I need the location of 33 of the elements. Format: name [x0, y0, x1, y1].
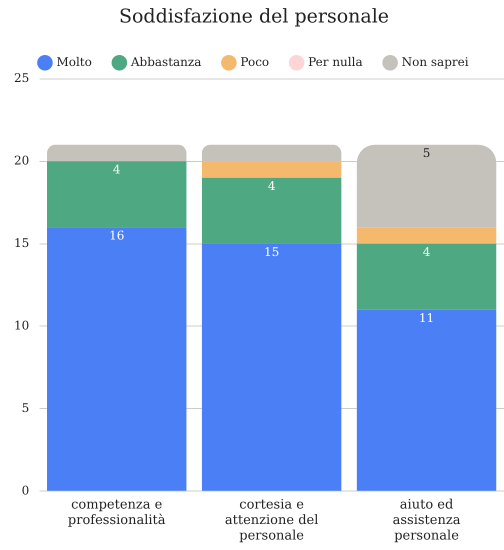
bar — [47, 144, 186, 162]
bar — [356, 244, 496, 310]
y-tick-label: 10 — [14, 318, 30, 332]
bar — [47, 227, 186, 491]
legend-label: Non saprei — [402, 54, 469, 69]
bar — [47, 161, 186, 228]
data-label: 5 — [422, 146, 430, 160]
bar — [202, 161, 342, 178]
bar — [202, 178, 342, 244]
y-tick-label: 15 — [14, 236, 30, 250]
legend-label: Poco — [240, 54, 270, 69]
x-tick-label: cortesia e attenzione del personale — [224, 497, 318, 544]
chart-title: Soddisfazione del personale — [118, 5, 390, 28]
bar — [356, 310, 496, 491]
bar — [202, 144, 342, 162]
legend-label: Per nulla — [308, 54, 363, 69]
data-label: 4 — [422, 244, 431, 259]
legend-label: Abbastanza — [130, 54, 202, 69]
x-tick-label: aiuto ed assistenza personale — [392, 497, 461, 544]
y-tick-label: 25 — [14, 70, 30, 85]
data-label: 4 — [112, 162, 121, 176]
legend-label: Molto — [56, 54, 92, 69]
y-tick-label: 5 — [22, 400, 30, 415]
data-label: 4 — [268, 178, 276, 193]
x-tick-label: competenza e professionalità — [68, 497, 166, 528]
data-label: 16 — [109, 228, 124, 242]
bar — [202, 244, 342, 491]
data-label: 11 — [418, 310, 434, 325]
bar — [356, 227, 496, 244]
data-label: 15 — [264, 244, 280, 259]
y-tick-label: 20 — [14, 153, 30, 168]
y-tick-label: 0 — [22, 483, 30, 498]
bar — [356, 144, 496, 228]
